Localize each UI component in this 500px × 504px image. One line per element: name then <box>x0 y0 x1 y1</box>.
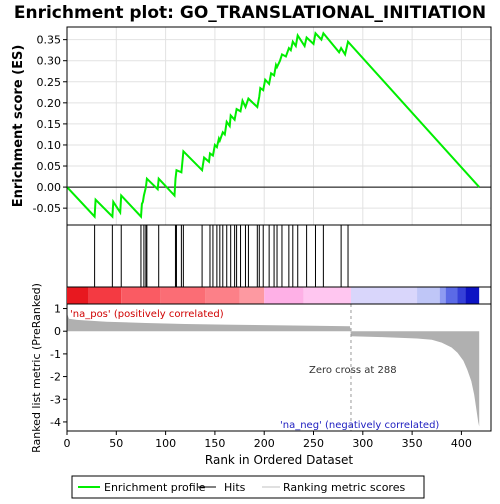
metric-panel-border <box>66 303 492 432</box>
es-ytick-label: -0.05 <box>33 202 61 215</box>
metric-xtick-label: 50 <box>109 437 123 450</box>
legend: Enrichment profile Hits Ranking metric sco… <box>71 475 425 499</box>
metric-xtick-label: 400 <box>451 437 472 450</box>
metric-ytick-label: -1 <box>50 348 61 361</box>
metric-ytick-label: -3 <box>50 393 61 406</box>
colorbar-segment <box>67 287 89 304</box>
colorbar-segment <box>88 287 122 304</box>
metric-xlabel: Rank in Ordered Dataset <box>205 453 353 467</box>
colorbar-segment <box>457 287 466 304</box>
metric-xtick-label: 200 <box>254 437 275 450</box>
legend-label: Ranking metric scores <box>283 481 405 494</box>
metric-panel: 10-1-2-3-40 50 100 150 200 250 300 350 400'na_po… <box>30 283 492 467</box>
es-ytick-label: 0.30 <box>37 55 62 68</box>
es-ytick-label: 0.20 <box>37 97 62 110</box>
colorbar-segment <box>239 287 265 304</box>
metric-ytick-label: 1 <box>54 303 61 316</box>
metric-xtick-label: 100 <box>155 437 176 450</box>
colorbar-segment <box>205 287 240 304</box>
legend-label: Enrichment profile <box>104 481 206 494</box>
colorbar-segment <box>303 287 351 304</box>
metric-xtick-label: 300 <box>352 437 373 450</box>
legend-label: Hits <box>224 481 246 494</box>
colorbar-segment <box>264 287 304 304</box>
metric-xtick-label: 0 <box>64 437 71 450</box>
metric-xtick-label: 250 <box>303 437 324 450</box>
metric-xtick-label: 150 <box>204 437 225 450</box>
metric-xtick-label: 350 <box>402 437 423 450</box>
es-ytick-label: 0.10 <box>37 139 62 152</box>
metric-ytick-label: 0 <box>54 325 61 338</box>
neg-correlated-label: 'na_neg' (negatively correlated) <box>280 420 439 431</box>
es-ytick-label: 0.00 <box>37 181 62 194</box>
zero-cross-label: Zero cross at 288 <box>309 365 397 376</box>
colorbar-segment <box>121 287 161 304</box>
colorbar-segment <box>350 287 418 304</box>
metric-ytick-label: -2 <box>50 371 61 384</box>
es-panel: -0.05 0.00 0.05 0.10 0.15 0.20 0.25 0.30 0.35 Enr… <box>11 26 492 226</box>
colorbar-segment <box>445 287 458 304</box>
colorbar-segment <box>465 287 480 304</box>
es-ytick-label: 0.05 <box>37 160 62 173</box>
es-ylabel: Enrichment score (ES) <box>11 45 26 208</box>
es-ytick-label: 0.35 <box>37 34 62 47</box>
es-ytick-label: 0.15 <box>37 118 62 131</box>
pos-correlated-label: 'na_pos' (positively correlated) <box>70 309 224 320</box>
metric-ylabel: Ranked list metric (PreRanked) <box>30 283 43 453</box>
chart-title: Enrichment plot: GO_TRANSLATIONAL_INITIA… <box>14 3 486 23</box>
ranking-metric-area <box>67 313 480 427</box>
enrichment-profile-line <box>66 31 480 219</box>
colorbar-segment <box>439 287 446 304</box>
colorbar-segment <box>160 287 206 304</box>
legend-box <box>71 475 425 499</box>
colorbar-segment <box>417 287 440 304</box>
metric-ytick-label: -4 <box>50 416 61 429</box>
es-ytick-label: 0.25 <box>37 76 62 89</box>
hits-panel <box>66 224 492 305</box>
es-panel-frame <box>66 26 492 226</box>
